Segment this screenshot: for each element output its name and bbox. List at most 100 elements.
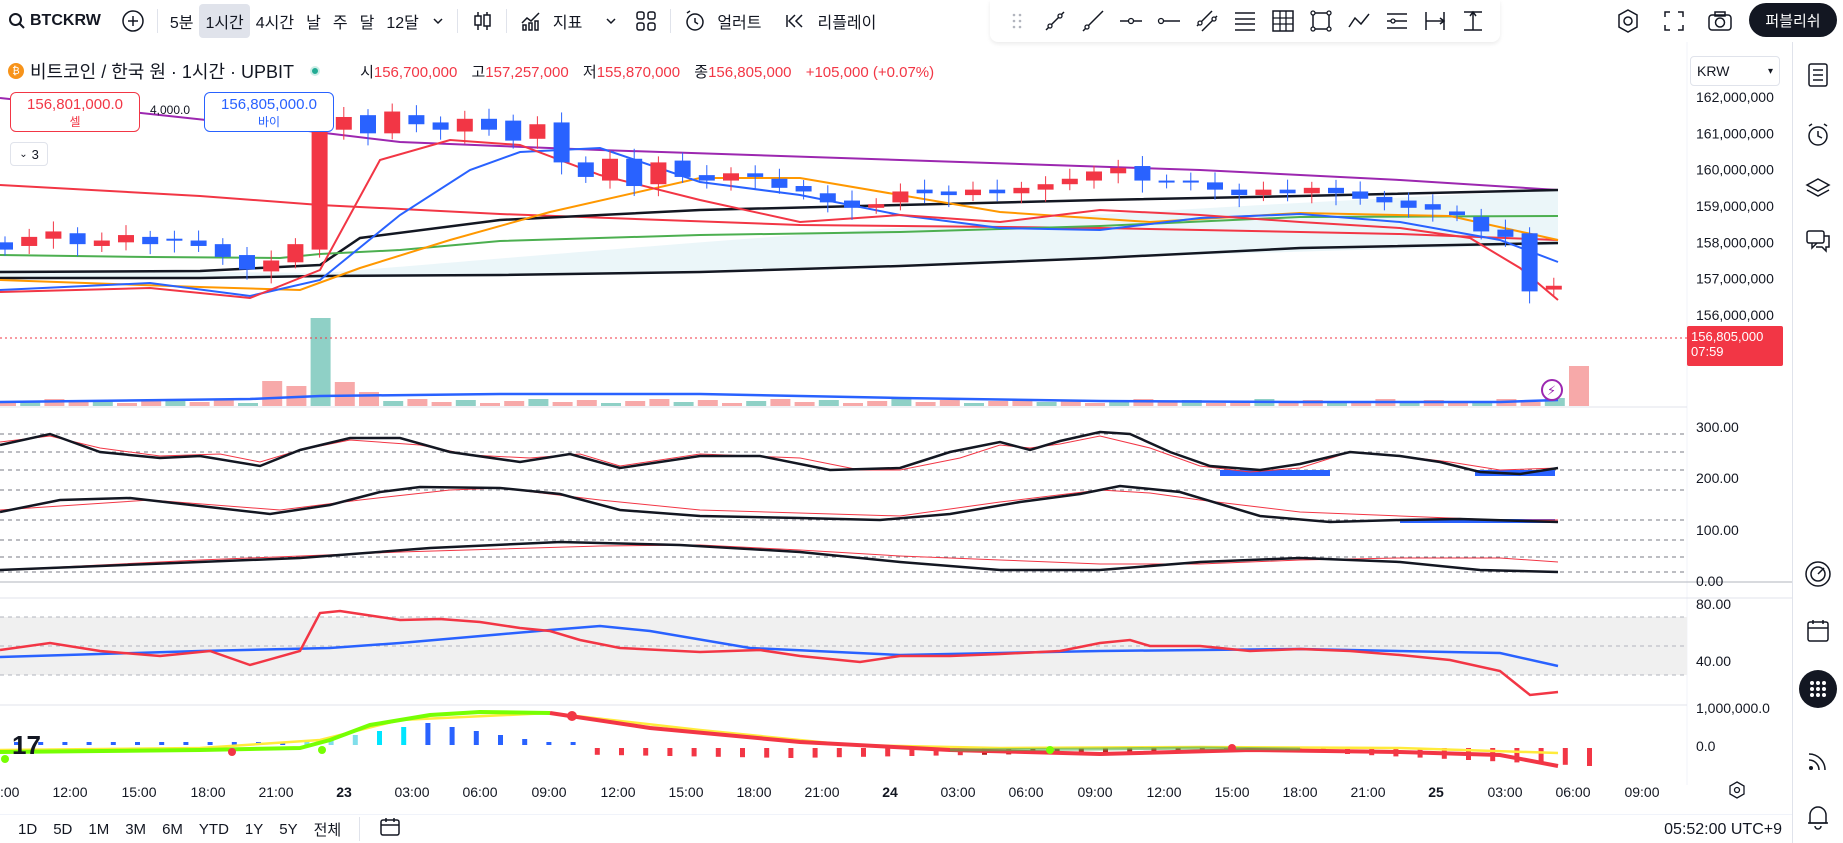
sell-button[interactable]: 156,801,000.0 셀 [10, 92, 140, 132]
clock-display[interactable]: 05:52:00 UTC+9 [1664, 821, 1782, 838]
interval-5m[interactable]: 5분 [169, 15, 194, 32]
chevron-down-icon: ⌄ [19, 148, 28, 160]
axis-settings-icon[interactable] [1729, 781, 1745, 799]
alert-button[interactable]: 얼러트 [677, 4, 767, 38]
apps-grid-icon[interactable] [1799, 670, 1837, 708]
range-6m[interactable]: 6M [162, 820, 183, 838]
time-axis-label: 03:00 [394, 784, 429, 800]
pitchfork-icon[interactable] [1378, 4, 1416, 38]
ray-icon[interactable] [1074, 4, 1112, 38]
macd-histogram-bar [764, 748, 770, 758]
candle [844, 190, 860, 220]
compare-symbol-button[interactable] [115, 4, 151, 38]
alerts-clock-icon[interactable] [1799, 116, 1837, 154]
interval-1h[interactable]: 1시간 [199, 4, 250, 38]
fullscreen-icon[interactable] [1651, 4, 1697, 38]
lightning-marker-icon[interactable] [1541, 379, 1563, 401]
candle [1255, 181, 1272, 202]
volume-bar [964, 403, 984, 406]
currency-select[interactable]: KRW ▾ [1690, 56, 1780, 86]
candle [1473, 208, 1490, 240]
symbol-search-button[interactable]: BTCKRW [0, 4, 107, 38]
range-1y[interactable]: 1Y [244, 820, 264, 838]
chat-icon[interactable] [1799, 222, 1837, 260]
volume-bar [213, 400, 234, 406]
range-ytd[interactable]: YTD [198, 820, 229, 838]
camera-icon[interactable] [1697, 4, 1743, 38]
trend-line-icon[interactable] [1036, 4, 1074, 38]
interval-week[interactable]: 주 [332, 15, 348, 32]
publish-button[interactable]: 퍼블리쉬 [1749, 3, 1837, 37]
current-price-tag: 156,805,000 07:59 [1687, 326, 1783, 366]
interval-month[interactable]: 달 [359, 15, 375, 32]
volume-bar [189, 402, 210, 406]
candle [335, 106, 352, 140]
range-all[interactable]: 전체 [313, 821, 342, 839]
legend-title[interactable]: 비트코인 / 한국 원 · 1시간 · UPBIT [30, 62, 295, 82]
range-1m[interactable]: 1M [88, 820, 110, 838]
interval-day[interactable]: 날 [306, 15, 321, 32]
macd-histogram-bar [909, 748, 915, 756]
macd-histogram-bar [546, 742, 552, 745]
candle [0, 236, 13, 256]
price-range-icon[interactable] [1454, 4, 1492, 38]
time-axis-label: 23 [336, 784, 352, 800]
path-tool-icon[interactable] [1340, 4, 1378, 38]
interval-12month[interactable]: 12달 [386, 15, 419, 32]
replay-button[interactable]: 리플레이 [777, 4, 882, 38]
indicators-dropdown[interactable] [598, 4, 624, 38]
layout-button[interactable] [628, 4, 664, 38]
price-axis-label: 160,000,000 [1696, 162, 1774, 178]
volume-bar [310, 318, 331, 406]
rectangle-tool-icon[interactable] [1302, 4, 1340, 38]
macd-axis-label: 1,000,000.0 [1696, 700, 1770, 716]
time-axis-label: :00 [0, 784, 20, 800]
layers-icon[interactable] [1799, 170, 1837, 208]
macd-histogram-bar [1175, 748, 1181, 752]
range-5d[interactable]: 5D [53, 820, 73, 838]
chart-type-button[interactable] [464, 4, 500, 38]
candle [674, 152, 691, 183]
broadcast-icon[interactable] [1799, 742, 1837, 780]
settings-icon[interactable] [1605, 4, 1651, 38]
indicators-icon [521, 12, 540, 31]
candle [456, 110, 473, 144]
svg-text:⚡: ⚡ [1547, 384, 1556, 399]
drag-handle-icon[interactable] [998, 4, 1036, 38]
price-chart[interactable]: ⚡ [0, 42, 1792, 814]
volume-bar [1060, 400, 1081, 406]
fib-retracement-icon[interactable] [1226, 4, 1264, 38]
horizontal-line-icon[interactable] [1150, 4, 1188, 38]
watchlist-icon[interactable] [1799, 56, 1837, 94]
interval-4h[interactable]: 4시간 [255, 15, 295, 32]
notification-bell-icon[interactable] [1799, 798, 1837, 836]
interval-dropdown[interactable] [425, 4, 451, 38]
macd-histogram-bar [788, 748, 794, 758]
time-axis-label: 06:00 [462, 784, 497, 800]
goto-date-icon[interactable] [378, 815, 402, 843]
horizontal-ray-icon[interactable] [1112, 4, 1150, 38]
candle [892, 183, 909, 211]
macd-histogram-bar [933, 748, 939, 756]
parallel-channel-icon[interactable] [1188, 4, 1226, 38]
range-1d[interactable]: 1D [18, 820, 38, 838]
range-3m[interactable]: 3M [125, 820, 147, 838]
candle [239, 247, 255, 280]
indicators-button[interactable]: 지표 [513, 4, 588, 38]
volume-bar [1448, 403, 1468, 406]
grid-tool-icon[interactable] [1264, 4, 1302, 38]
indicator-collapse-button[interactable]: ⌄ 3 [10, 142, 48, 166]
time-axis-label: 12:00 [1146, 784, 1181, 800]
calendar-icon[interactable] [1799, 612, 1837, 650]
low-value: 155,870,000 [596, 63, 681, 81]
volume-bar [20, 401, 41, 406]
buy-button[interactable]: 156,805,000.0 바이 [204, 92, 334, 132]
time-axis-label: 18:00 [736, 784, 771, 800]
date-range-icon[interactable] [1416, 4, 1454, 38]
volume-bar [504, 401, 525, 406]
gauge-icon[interactable] [1799, 555, 1837, 593]
volume-bar [770, 399, 791, 406]
volume-bar [794, 402, 815, 406]
volume-bar [1109, 401, 1130, 406]
range-5y[interactable]: 5Y [279, 820, 298, 838]
